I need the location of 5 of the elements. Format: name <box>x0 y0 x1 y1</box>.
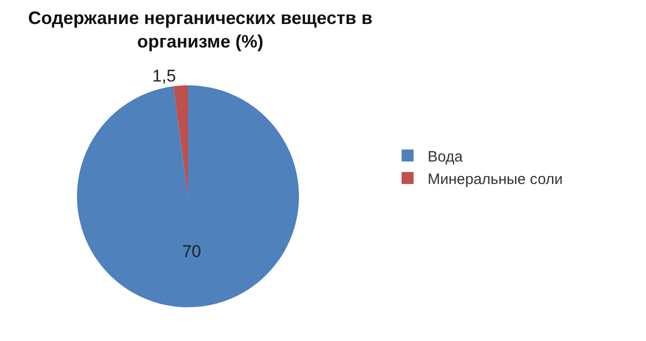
legend-label: Вода <box>428 148 464 166</box>
data-label: 70 <box>182 242 202 262</box>
legend-label: Минеральные соли <box>428 170 563 188</box>
chart-title: Содержание нерганических веществ в организме (%) <box>28 8 372 52</box>
data-label: 1,5 <box>152 66 176 86</box>
